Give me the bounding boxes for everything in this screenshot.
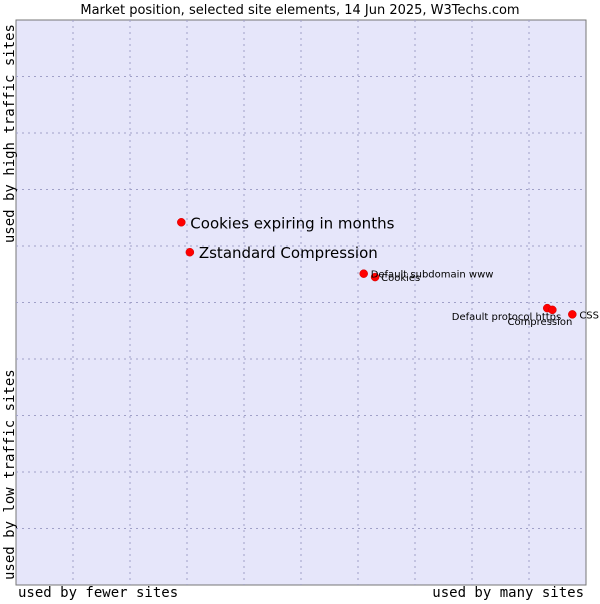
data-label: Default protocol https bbox=[452, 312, 561, 323]
data-points bbox=[177, 218, 577, 319]
data-point bbox=[177, 218, 186, 227]
data-label: Default subdomain www bbox=[371, 270, 494, 281]
x-axis-label-left: used by fewer sites bbox=[18, 585, 178, 600]
data-labels: Cookies expiring in months Zstandard Comp… bbox=[190, 214, 599, 328]
data-label: Cookies bbox=[381, 273, 420, 284]
data-point bbox=[185, 247, 195, 257]
data-point bbox=[359, 269, 368, 278]
y-axis-label-bottom: used by low traffic sites bbox=[2, 369, 18, 580]
data-point bbox=[370, 272, 380, 282]
grid bbox=[16, 20, 586, 585]
chart-title: Market position, selected site elements,… bbox=[80, 3, 519, 18]
data-point bbox=[548, 305, 557, 315]
y-axis-label-top: used by high traffic sites bbox=[2, 24, 18, 243]
data-label: Cookies expiring in months bbox=[190, 214, 394, 232]
x-axis-label-right: used by many sites bbox=[432, 585, 584, 600]
data-point bbox=[568, 310, 577, 319]
data-label: Compression bbox=[507, 317, 572, 328]
data-label: Zstandard Compression bbox=[199, 244, 378, 262]
data-label: CSS bbox=[579, 310, 599, 321]
